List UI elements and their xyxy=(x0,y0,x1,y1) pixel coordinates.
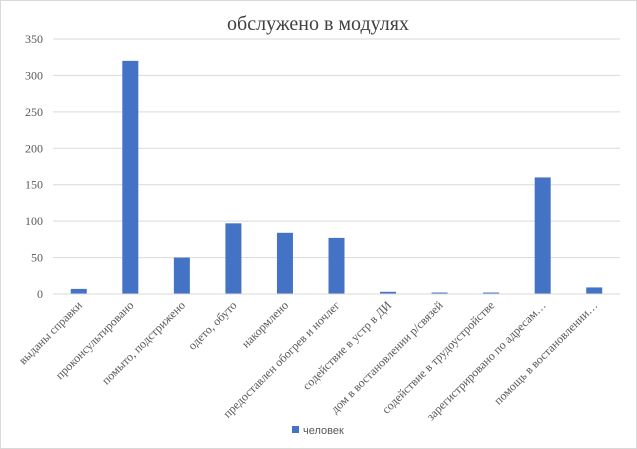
bar xyxy=(534,177,551,294)
y-tick-label: 50 xyxy=(31,251,43,265)
y-tick-label: 300 xyxy=(25,68,43,82)
x-tick-label: одето, обуто xyxy=(185,298,239,352)
bar xyxy=(328,237,345,294)
chart-title: обслужено в модулях xyxy=(227,13,409,35)
x-tick-label: помощь в востановлении… xyxy=(491,298,600,407)
bar xyxy=(173,257,190,294)
legend-label: человек xyxy=(303,425,344,437)
bar xyxy=(483,292,500,294)
bar xyxy=(122,60,139,294)
y-tick-label: 150 xyxy=(25,178,43,192)
x-tick-label: накормлено xyxy=(239,298,291,350)
y-tick-label: 0 xyxy=(37,287,43,301)
x-tick-label: содействие в устр в ДИ xyxy=(300,298,395,393)
bar xyxy=(380,291,397,294)
legend-swatch xyxy=(292,426,299,433)
legend: человек xyxy=(292,425,344,437)
bar xyxy=(586,287,603,294)
x-axis-labels: выданы справкипроконсультированопомыто, … xyxy=(16,298,600,424)
bar xyxy=(431,292,448,294)
bar xyxy=(225,223,242,294)
y-axis-ticks: 0 50 100 150 200 250 300 350 xyxy=(25,32,43,301)
y-tick-label: 200 xyxy=(25,141,43,155)
grid-lines xyxy=(53,38,620,259)
bar xyxy=(276,232,293,294)
bars xyxy=(70,60,603,294)
y-tick-label: 350 xyxy=(25,32,43,46)
bar xyxy=(70,288,87,294)
y-tick-label: 250 xyxy=(25,105,43,119)
y-tick-label: 100 xyxy=(25,214,43,228)
